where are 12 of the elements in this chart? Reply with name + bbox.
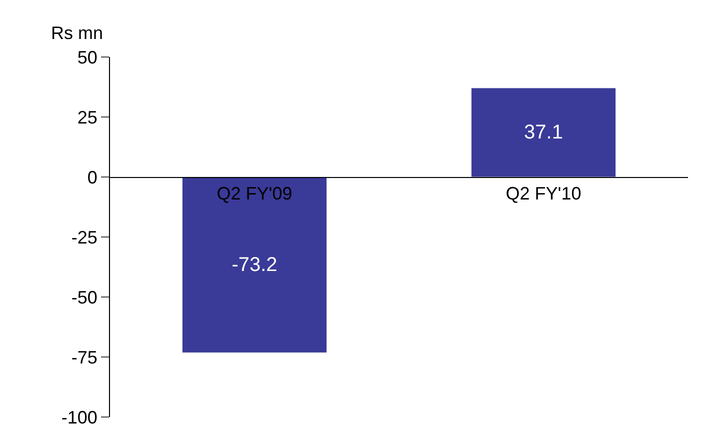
y-tick-label: -25 [71, 227, 98, 248]
y-tick-label: 25 [77, 107, 98, 128]
y-axis-title: Rs mn [51, 23, 104, 43]
data-label: 37.1 [524, 121, 563, 144]
x-tick-label: Q2 FY'10 [506, 184, 582, 204]
y-tick-label: -100 [61, 407, 98, 428]
y-tick-label: -50 [71, 287, 98, 308]
y-tick-label: 0 [87, 167, 98, 188]
y-tick-label: -75 [71, 347, 98, 368]
x-tick-label: Q2 FY'09 [216, 184, 292, 204]
y-tick-label: 50 [77, 47, 98, 68]
data-label: -73.2 [232, 254, 278, 276]
